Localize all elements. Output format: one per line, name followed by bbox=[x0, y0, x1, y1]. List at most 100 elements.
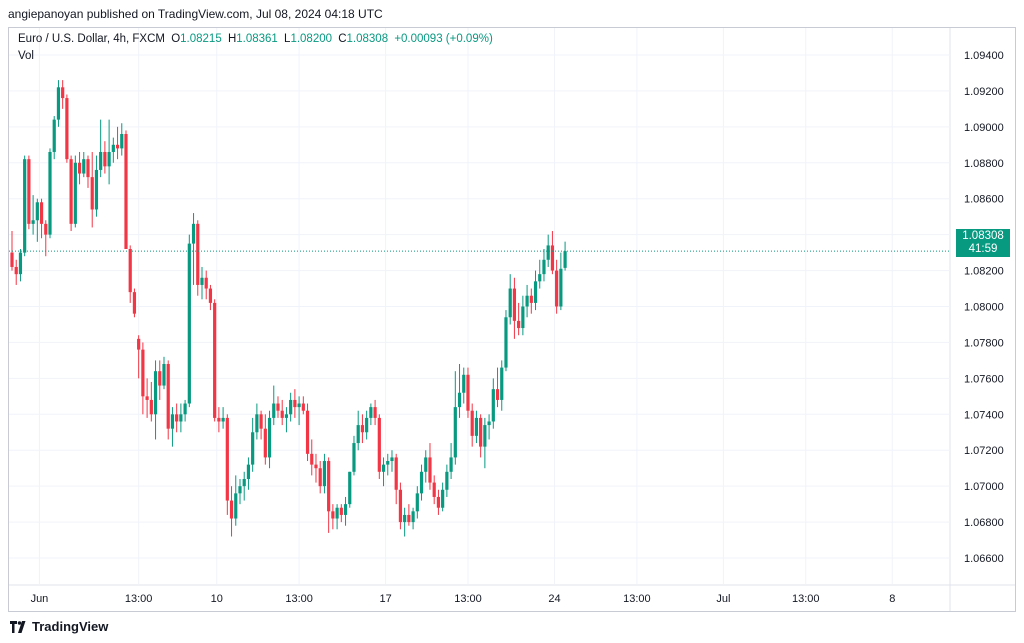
candle-body bbox=[474, 417, 479, 436]
candle bbox=[238, 478, 242, 505]
candle bbox=[491, 378, 495, 429]
candle-body bbox=[276, 403, 280, 411]
candle-body bbox=[538, 274, 542, 282]
candle bbox=[470, 403, 474, 447]
candle-body bbox=[86, 159, 90, 178]
candle-body bbox=[517, 320, 521, 329]
candle-body bbox=[251, 432, 255, 465]
candle bbox=[546, 234, 550, 267]
candle bbox=[398, 482, 403, 530]
price-tick-label: 1.08000 bbox=[964, 302, 1004, 314]
candle bbox=[373, 399, 377, 426]
candle bbox=[559, 252, 563, 311]
time-axis[interactable]: Jun 13:00 10 13:00 17 13:00 24 13:00 Jul 13:00 8 bbox=[31, 593, 896, 605]
candle-body bbox=[487, 421, 491, 426]
candle bbox=[517, 302, 521, 336]
candle-body bbox=[175, 414, 179, 422]
candle bbox=[18, 249, 23, 282]
candle-body bbox=[35, 202, 39, 221]
candle-body bbox=[453, 407, 457, 458]
candle-body bbox=[10, 252, 14, 267]
candle-body bbox=[137, 338, 141, 350]
price-tick-label: 1.09000 bbox=[964, 122, 1004, 134]
candle-body bbox=[428, 457, 432, 483]
brand-name: TradingView bbox=[32, 619, 109, 634]
candle bbox=[255, 403, 259, 440]
time-tick-label: 17 bbox=[380, 593, 392, 605]
candle bbox=[153, 360, 158, 440]
candle bbox=[483, 417, 487, 469]
candle-body bbox=[27, 159, 31, 224]
candle-body bbox=[479, 417, 483, 447]
candle-body bbox=[77, 162, 82, 174]
publisher-line: angiepanoyan published on TradingView.co… bbox=[8, 7, 383, 21]
grid-lines bbox=[9, 28, 1015, 611]
candle-body bbox=[343, 504, 348, 515]
candle bbox=[191, 213, 196, 285]
candle bbox=[441, 482, 445, 512]
candle bbox=[381, 457, 386, 487]
candle-body bbox=[445, 471, 449, 490]
candle bbox=[331, 504, 335, 530]
candle-body bbox=[263, 428, 267, 458]
candle bbox=[267, 410, 272, 469]
brand-footer[interactable]: TradingView bbox=[10, 619, 108, 634]
candle-body bbox=[141, 349, 145, 397]
candle-body bbox=[229, 500, 234, 519]
candle-body bbox=[512, 288, 517, 321]
candle-body bbox=[373, 407, 377, 418]
price-tick-label: 1.07000 bbox=[964, 481, 1004, 493]
candle-body bbox=[48, 151, 52, 235]
candle bbox=[31, 195, 35, 235]
price-axis[interactable]: 1.06600 1.06800 1.07000 1.07200 1.07400 1.076… bbox=[964, 50, 1004, 565]
candle bbox=[234, 475, 238, 526]
candle bbox=[529, 288, 533, 314]
candle bbox=[128, 245, 132, 303]
candle-body bbox=[327, 461, 331, 512]
candle bbox=[94, 155, 99, 217]
candle bbox=[407, 504, 411, 526]
price-tick-label: 1.07600 bbox=[964, 373, 1004, 385]
time-tick-label: 13:00 bbox=[623, 593, 651, 605]
candle-body bbox=[407, 514, 411, 523]
candle-body bbox=[289, 399, 293, 415]
candle bbox=[365, 410, 369, 440]
candle bbox=[563, 241, 567, 271]
candle-body bbox=[267, 417, 272, 458]
candle bbox=[419, 464, 424, 501]
candle bbox=[27, 155, 31, 230]
time-tick-label: 13:00 bbox=[125, 593, 153, 605]
candle bbox=[124, 130, 128, 250]
candle-body bbox=[365, 417, 369, 433]
candle bbox=[525, 284, 529, 318]
candle bbox=[555, 259, 559, 314]
candle-body bbox=[179, 414, 183, 422]
candle bbox=[394, 453, 398, 505]
candle-body bbox=[65, 98, 69, 160]
candle-body bbox=[310, 453, 314, 465]
chart-legend: Euro / U.S. Dollar, 4h, FXCM O1.08215 H1… bbox=[18, 33, 493, 45]
candle bbox=[352, 435, 356, 476]
candle-body bbox=[301, 403, 305, 411]
candle-body bbox=[162, 363, 166, 386]
candle bbox=[538, 259, 542, 289]
time-tick-label: 8 bbox=[889, 593, 895, 605]
candle-body bbox=[61, 87, 65, 99]
candle-body bbox=[246, 464, 251, 479]
candle-body bbox=[52, 119, 56, 152]
bar-countdown: 41:59 bbox=[968, 243, 998, 255]
candle bbox=[348, 471, 352, 508]
candle bbox=[428, 443, 432, 490]
candle bbox=[550, 231, 555, 275]
candle-body bbox=[196, 223, 200, 285]
candle-body bbox=[204, 277, 208, 289]
candle-body bbox=[183, 403, 187, 415]
candle-body bbox=[339, 507, 343, 515]
candle bbox=[23, 155, 27, 257]
candle bbox=[322, 453, 327, 494]
candle bbox=[35, 198, 39, 242]
candle-body bbox=[462, 374, 466, 393]
candle bbox=[508, 274, 512, 325]
candle-body bbox=[242, 478, 246, 487]
